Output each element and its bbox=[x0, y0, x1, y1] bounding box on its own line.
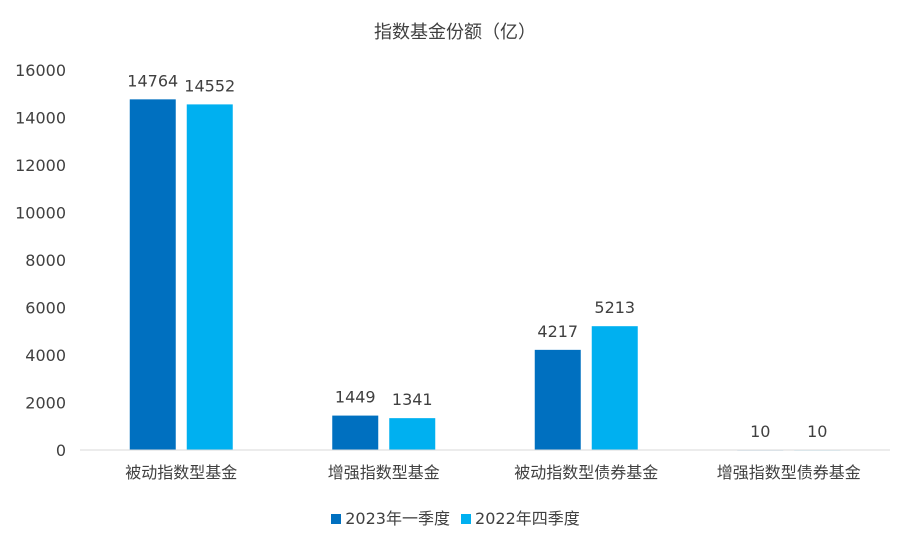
data-label: 10 bbox=[807, 422, 827, 441]
data-label: 1341 bbox=[392, 390, 433, 409]
x-axis: 被动指数型基金 增强指数型基金 被动指数型债券基金 增强指数型债券基金 bbox=[80, 449, 890, 482]
bar bbox=[389, 418, 436, 450]
y-tick-label: 8000 bbox=[25, 251, 66, 270]
legend-swatch-series-1 bbox=[331, 514, 342, 524]
y-tick-label: 16000 bbox=[15, 61, 66, 80]
bar bbox=[129, 99, 176, 450]
y-tick-label: 4000 bbox=[25, 346, 66, 365]
chart-title: 指数基金份额（亿） bbox=[374, 22, 536, 43]
legend-swatch-series-2 bbox=[461, 514, 472, 524]
legend-label-series-1: 2023年一季度 bbox=[345, 509, 450, 528]
x-category-label: 增强指数型债券基金 bbox=[717, 463, 861, 482]
bar bbox=[186, 104, 233, 450]
data-label: 1449 bbox=[335, 388, 376, 407]
x-category-label: 增强指数型基金 bbox=[328, 463, 440, 482]
y-tick-label: 14000 bbox=[15, 109, 66, 128]
data-label: 4217 bbox=[537, 322, 578, 341]
y-tick-label: 12000 bbox=[15, 156, 66, 175]
x-category-label: 被动指数型基金 bbox=[125, 463, 237, 482]
y-tick-label: 6000 bbox=[25, 299, 66, 318]
legend-item-series-2: 2022年四季度 bbox=[461, 505, 580, 529]
y-tick-label: 2000 bbox=[25, 394, 66, 413]
data-labels: 14764 14552 1449 1341 4217 5213 10 10 bbox=[127, 71, 827, 440]
data-label: 5213 bbox=[594, 298, 635, 317]
data-label: 14552 bbox=[184, 76, 235, 95]
bars bbox=[129, 99, 841, 451]
y-axis: 0 2000 4000 6000 8000 10000 12000 14000 16000 bbox=[15, 61, 66, 460]
legend: 2023年一季度 2022年四季度 bbox=[0, 505, 911, 529]
legend-label-series-2: 2022年四季度 bbox=[475, 509, 580, 528]
x-category-label: 被动指数型债券基金 bbox=[514, 463, 658, 482]
legend-item-series-1: 2023年一季度 bbox=[331, 505, 450, 529]
y-tick-label: 10000 bbox=[15, 204, 66, 223]
bar bbox=[591, 326, 638, 450]
data-label: 14764 bbox=[127, 71, 178, 90]
bar bbox=[332, 415, 379, 450]
y-tick-label: 0 bbox=[56, 441, 66, 460]
data-label: 10 bbox=[750, 422, 770, 441]
bar bbox=[534, 349, 581, 450]
